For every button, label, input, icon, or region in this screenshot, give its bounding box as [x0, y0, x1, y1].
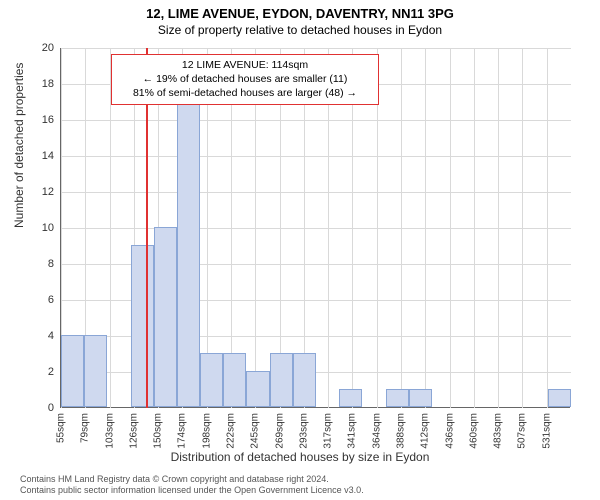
xtick-label: 269sqm: [274, 413, 285, 449]
ytick-label: 8: [24, 258, 54, 270]
chart-subtitle: Size of property relative to detached ho…: [0, 21, 600, 37]
gridline-v: [401, 48, 402, 408]
x-axis-label: Distribution of detached houses by size …: [0, 450, 600, 464]
footer-line-2: Contains public sector information licen…: [20, 485, 364, 496]
xtick-label: 245sqm: [250, 413, 261, 449]
histogram-bar: [61, 335, 84, 407]
gridline-v: [474, 48, 475, 408]
ytick-label: 14: [24, 150, 54, 162]
gridline-v: [425, 48, 426, 408]
xtick-label: 174sqm: [177, 413, 188, 449]
ytick-label: 2: [24, 366, 54, 378]
xtick-label: 103sqm: [104, 413, 115, 449]
ytick-label: 18: [24, 78, 54, 90]
gridline-v: [498, 48, 499, 408]
gridline-h: [61, 156, 571, 157]
histogram-bar: [270, 353, 293, 407]
gridline-v: [450, 48, 451, 408]
plot-region: 0246810121416182055sqm79sqm103sqm126sqm1…: [60, 48, 570, 408]
ytick-label: 20: [24, 42, 54, 54]
xtick-label: 150sqm: [153, 413, 164, 449]
histogram-bar: [177, 83, 200, 407]
gridline-v: [522, 48, 523, 408]
ytick-label: 6: [24, 294, 54, 306]
xtick-label: 483sqm: [493, 413, 504, 449]
xtick-label: 388sqm: [396, 413, 407, 449]
histogram-bar: [154, 227, 177, 407]
histogram-bar: [293, 353, 316, 407]
gridline-v: [547, 48, 548, 408]
annotation-box: 12 LIME AVENUE: 114sqm← 19% of detached …: [111, 54, 379, 105]
annotation-line: ← 19% of detached houses are smaller (11…: [118, 72, 372, 86]
chart-area: 0246810121416182055sqm79sqm103sqm126sqm1…: [60, 48, 570, 408]
xtick-label: 126sqm: [128, 413, 139, 449]
xtick-label: 341sqm: [347, 413, 358, 449]
footer-line-1: Contains HM Land Registry data © Crown c…: [20, 474, 364, 485]
xtick-label: 436sqm: [444, 413, 455, 449]
xtick-label: 460sqm: [468, 413, 479, 449]
histogram-bar: [386, 389, 409, 407]
gridline-h: [61, 48, 571, 49]
xtick-label: 222sqm: [226, 413, 237, 449]
ytick-label: 16: [24, 114, 54, 126]
xtick-label: 507sqm: [517, 413, 528, 449]
ytick-label: 10: [24, 222, 54, 234]
histogram-bar: [200, 353, 223, 407]
gridline-h: [61, 228, 571, 229]
histogram-bar: [84, 335, 107, 407]
xtick-label: 317sqm: [323, 413, 334, 449]
xtick-label: 364sqm: [371, 413, 382, 449]
xtick-label: 198sqm: [201, 413, 212, 449]
histogram-bar: [548, 389, 571, 407]
xtick-label: 412sqm: [420, 413, 431, 449]
histogram-bar: [246, 371, 269, 407]
chart-title: 12, LIME AVENUE, EYDON, DAVENTRY, NN11 3…: [0, 0, 600, 21]
xtick-label: 79sqm: [80, 413, 91, 443]
chart-container: 12, LIME AVENUE, EYDON, DAVENTRY, NN11 3…: [0, 0, 600, 500]
xtick-label: 531sqm: [541, 413, 552, 449]
xtick-label: 55sqm: [56, 413, 67, 443]
ytick-label: 0: [24, 402, 54, 414]
annotation-line: 12 LIME AVENUE: 114sqm: [118, 58, 372, 72]
xtick-label: 293sqm: [298, 413, 309, 449]
gridline-h: [61, 192, 571, 193]
ytick-label: 12: [24, 186, 54, 198]
ytick-label: 4: [24, 330, 54, 342]
footer-attribution: Contains HM Land Registry data © Crown c…: [20, 474, 364, 497]
histogram-bar: [223, 353, 246, 407]
histogram-bar: [409, 389, 432, 407]
histogram-bar: [339, 389, 362, 407]
annotation-line: 81% of semi-detached houses are larger (…: [118, 86, 372, 100]
gridline-h: [61, 120, 571, 121]
histogram-bar: [131, 245, 154, 407]
